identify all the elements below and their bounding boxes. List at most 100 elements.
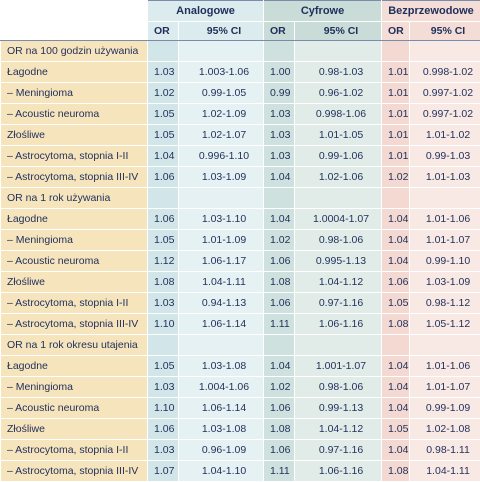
col-header-ci: 95% CI (179, 22, 264, 41)
section-title: OR na 1 rok okresu utajenia (1, 335, 148, 356)
cyfrowe-ci-value: 0.97-1.16 (295, 293, 382, 314)
col-header-ci: 95% CI (295, 22, 382, 41)
empty-cell (295, 335, 382, 356)
bezprzewodowe-or-value: 1.04 (382, 251, 410, 272)
cyfrowe-ci-value: 0.995-1.13 (295, 251, 382, 272)
cyfrowe-ci-value: 0.96-1.02 (295, 83, 382, 104)
analogowe-or-value: 1.02 (148, 83, 179, 104)
empty-cell (410, 188, 480, 209)
bezprzewodowe-ci-value: 1.01-1.07 (410, 377, 480, 398)
bezprzewodowe-ci-value: 1.01-1.06 (410, 356, 480, 377)
empty-cell (179, 335, 264, 356)
analogowe-ci-value: 1.01-1.09 (179, 230, 264, 251)
row-label: – Astrocytoma, stopnia III-IV (1, 461, 148, 482)
analogowe-ci-value: 1.04-1.11 (179, 272, 264, 293)
analogowe-ci-value: 0.996-1.10 (179, 146, 264, 167)
analogowe-ci-value: 1.03-1.10 (179, 209, 264, 230)
row-label: Łagodne (1, 356, 148, 377)
empty-cell (295, 41, 382, 62)
bezprzewodowe-or-value: 1.04 (382, 377, 410, 398)
analogowe-or-value: 1.06 (148, 419, 179, 440)
analogowe-or-value: 1.03 (148, 62, 179, 83)
analogowe-ci-value: 1.03-1.09 (179, 167, 264, 188)
group-header-bezprzewodowe: Bezprzewodowe (382, 1, 480, 22)
section-title: OR na 100 godzin używania (1, 41, 148, 62)
header-blank-cell (1, 1, 148, 22)
bezprzewodowe-ci-value: 0.98-1.11 (410, 440, 480, 461)
row-label: – Acoustic neuroma (1, 251, 148, 272)
bezprzewodowe-ci-value: 0.99-1.09 (410, 398, 480, 419)
row-label: – Meningioma (1, 230, 148, 251)
cyfrowe-or-value: 1.06 (264, 398, 295, 419)
group-header-cyfrowe: Cyfrowe (264, 1, 382, 22)
cyfrowe-ci-value: 0.98-1.03 (295, 62, 382, 83)
analogowe-or-value: 1.03 (148, 293, 179, 314)
bezprzewodowe-or-value: 1.06 (382, 272, 410, 293)
row-label: Złośliwe (1, 419, 148, 440)
empty-cell (382, 335, 410, 356)
cyfrowe-ci-value: 1.01-1.05 (295, 125, 382, 146)
analogowe-or-value: 1.07 (148, 461, 179, 482)
analogowe-or-value: 1.05 (148, 230, 179, 251)
bezprzewodowe-or-value: 1.02 (382, 167, 410, 188)
cyfrowe-or-value: 1.02 (264, 230, 295, 251)
row-label: – Meningioma (1, 377, 148, 398)
bezprzewodowe-ci-value: 1.03-1.09 (410, 272, 480, 293)
section-header-row: OR na 1 rok okresu utajenia (1, 335, 480, 356)
cyfrowe-or-value: 1.11 (264, 461, 295, 482)
bezprzewodowe-or-value: 1.01 (382, 125, 410, 146)
section-title: OR na 1 rok używania (1, 188, 148, 209)
row-label: – Acoustic neuroma (1, 104, 148, 125)
cyfrowe-ci-value: 1.06-1.16 (295, 314, 382, 335)
col-header-or: OR (148, 22, 179, 41)
bezprzewodowe-or-value: 1.04 (382, 230, 410, 251)
bezprzewodowe-or-value: 1.04 (382, 209, 410, 230)
analogowe-ci-value: 1.02-1.07 (179, 125, 264, 146)
group-header-row: Analogowe Cyfrowe Bezprzewodowe (1, 1, 480, 22)
empty-cell (264, 335, 295, 356)
analogowe-ci-value: 0.96-1.09 (179, 440, 264, 461)
analogowe-or-value: 1.10 (148, 314, 179, 335)
analogowe-ci-value: 1.06-1.17 (179, 251, 264, 272)
analogowe-ci-value: 0.99-1.05 (179, 83, 264, 104)
analogowe-or-value: 1.03 (148, 377, 179, 398)
empty-cell (382, 188, 410, 209)
bezprzewodowe-ci-value: 1.01-1.07 (410, 230, 480, 251)
empty-cell (148, 188, 179, 209)
bezprzewodowe-ci-value: 0.98-1.12 (410, 293, 480, 314)
empty-cell (264, 188, 295, 209)
cyfrowe-ci-value: 0.99-1.06 (295, 146, 382, 167)
bezprzewodowe-ci-value: 1.05-1.12 (410, 314, 480, 335)
cyfrowe-or-value: 1.03 (264, 125, 295, 146)
empty-cell (264, 41, 295, 62)
cyfrowe-or-value: 1.04 (264, 356, 295, 377)
analogowe-ci-value: 1.003-1.06 (179, 62, 264, 83)
row-label: – Astrocytoma, stopnia I-II (1, 146, 148, 167)
bezprzewodowe-or-value: 1.01 (382, 146, 410, 167)
analogowe-or-value: 1.06 (148, 209, 179, 230)
analogowe-or-value: 1.06 (148, 167, 179, 188)
row-label: – Astrocytoma, stopnia I-II (1, 293, 148, 314)
bezprzewodowe-or-value: 1.01 (382, 104, 410, 125)
empty-cell (148, 41, 179, 62)
empty-cell (295, 188, 382, 209)
row-label: – Astrocytoma, stopnia III-IV (1, 314, 148, 335)
bezprzewodowe-or-value: 1.05 (382, 293, 410, 314)
cyfrowe-ci-value: 0.98-1.06 (295, 377, 382, 398)
row-label: Łagodne (1, 62, 148, 83)
row-label: – Meningioma (1, 83, 148, 104)
cyfrowe-ci-value: 1.04-1.12 (295, 419, 382, 440)
cyfrowe-or-value: 1.00 (264, 62, 295, 83)
bezprzewodowe-or-value: 1.08 (382, 461, 410, 482)
empty-cell (179, 188, 264, 209)
